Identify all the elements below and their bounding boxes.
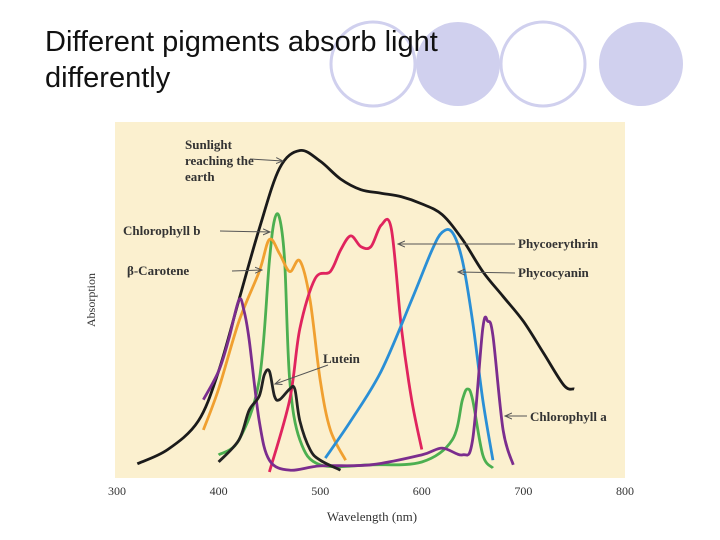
series-label: Sunlight reaching the earth xyxy=(185,137,254,184)
label-arrow xyxy=(219,231,270,232)
label-arrow xyxy=(275,364,329,384)
series-label: Phycocyanin xyxy=(518,265,589,280)
series-label: β-Carotene xyxy=(127,263,190,278)
slide-title: Different pigments absorb light differen… xyxy=(45,26,438,94)
x-axis-label: Wavelength (nm) xyxy=(327,509,417,524)
y-axis-label: Absorption xyxy=(84,273,98,327)
series-line xyxy=(324,228,495,461)
x-tick-label: 800 xyxy=(616,484,634,498)
series-label: Phycoerythrin xyxy=(518,236,599,251)
label-arrow xyxy=(458,272,516,273)
decoration xyxy=(329,20,683,108)
circle xyxy=(329,20,417,108)
x-tick-label: 500 xyxy=(311,484,329,498)
label-arrow xyxy=(231,270,262,271)
x-tick-label: 300 xyxy=(108,484,126,498)
x-tick-label: 600 xyxy=(413,484,431,498)
x-tick-label: 700 xyxy=(514,484,532,498)
series-label: Chlorophyll a xyxy=(530,409,607,424)
series-line xyxy=(217,368,342,472)
series-line xyxy=(217,212,495,470)
series-line xyxy=(202,237,347,461)
circle xyxy=(599,22,683,106)
x-tick-label: 400 xyxy=(210,484,228,498)
label-arrow xyxy=(249,159,283,161)
series-label: Lutein xyxy=(323,351,360,366)
series-line xyxy=(202,297,515,472)
circle xyxy=(499,20,587,108)
series-label: Chlorophyll b xyxy=(123,223,201,238)
circle xyxy=(416,22,500,106)
